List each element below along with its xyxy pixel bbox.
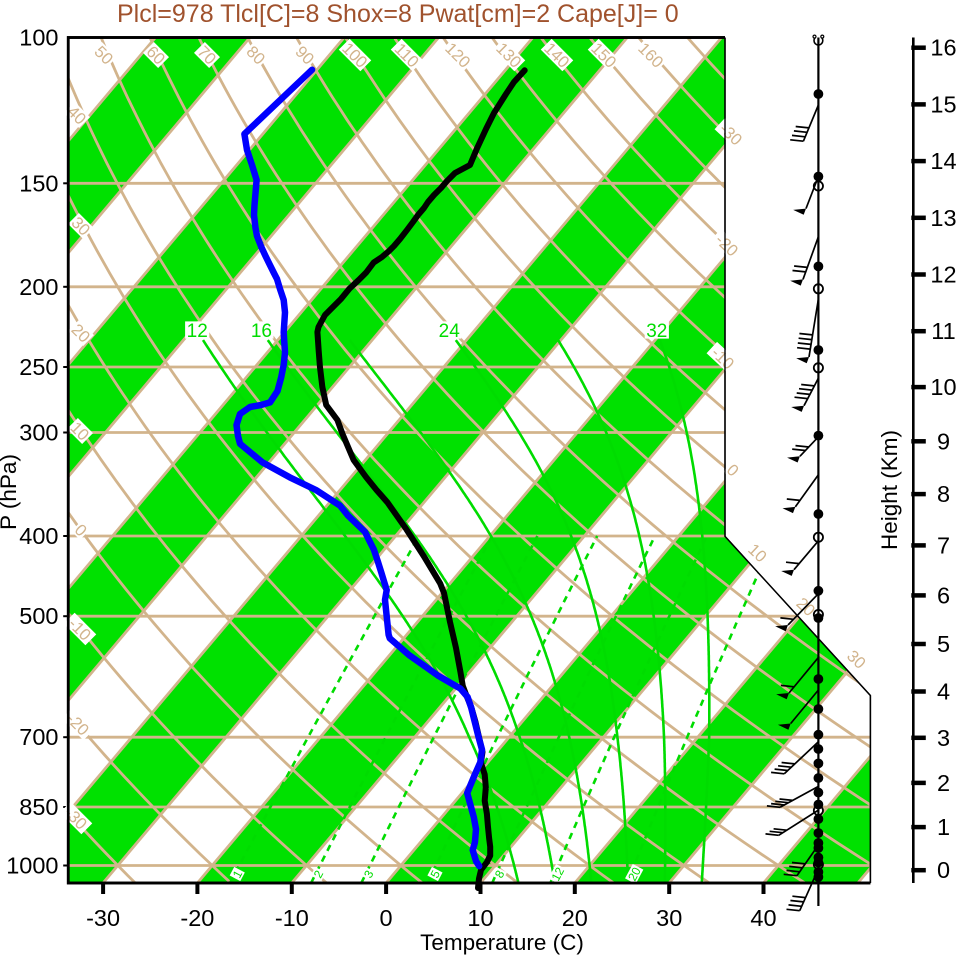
svg-text:32: 32	[646, 321, 667, 342]
svg-text:6: 6	[937, 582, 950, 608]
svg-text:1: 1	[937, 814, 950, 840]
svg-text:Height (Km): Height (Km)	[877, 430, 902, 550]
svg-text:40: 40	[750, 905, 776, 931]
svg-text:300: 300	[19, 420, 58, 446]
svg-text:20: 20	[562, 905, 588, 931]
svg-text:11: 11	[931, 318, 955, 344]
svg-text:0: 0	[937, 857, 950, 883]
svg-text:12: 12	[187, 321, 208, 342]
svg-text:10: 10	[930, 374, 956, 400]
svg-text:Plcl=978 Tlcl[C]=8 Shox=8 Pwat: Plcl=978 Tlcl[C]=8 Shox=8 Pwat[cm]=2 Cap…	[117, 0, 679, 28]
svg-text:4: 4	[937, 679, 950, 705]
svg-text:5: 5	[937, 631, 950, 657]
svg-text:-20: -20	[180, 905, 214, 931]
svg-text:0: 0	[380, 905, 393, 931]
svg-text:3: 3	[937, 725, 950, 751]
svg-text:7: 7	[937, 532, 950, 558]
svg-text:8: 8	[937, 481, 950, 507]
svg-text:30: 30	[656, 905, 682, 931]
svg-text:9: 9	[937, 428, 950, 454]
svg-text:24: 24	[439, 321, 461, 342]
svg-text:400: 400	[19, 523, 58, 549]
svg-text:500: 500	[19, 603, 58, 629]
svg-text:10: 10	[467, 905, 493, 931]
svg-text:16: 16	[251, 321, 272, 342]
svg-text:100: 100	[19, 25, 58, 51]
svg-text:15: 15	[930, 91, 956, 117]
svg-text:14: 14	[930, 148, 956, 174]
svg-text:Temperature (C): Temperature (C)	[420, 930, 584, 955]
svg-text:2: 2	[937, 770, 950, 796]
svg-text:12: 12	[930, 262, 956, 288]
svg-text:150: 150	[19, 170, 58, 196]
svg-text:200: 200	[19, 274, 58, 300]
svg-text:-30: -30	[86, 905, 120, 931]
svg-text:-10: -10	[275, 905, 309, 931]
svg-text:13: 13	[930, 205, 956, 231]
svg-text:16: 16	[930, 35, 956, 61]
svg-text:850: 850	[19, 794, 58, 820]
svg-text:P (hPa): P (hPa)	[0, 454, 21, 530]
svg-text:700: 700	[19, 724, 58, 750]
svg-text:250: 250	[19, 354, 58, 380]
svg-text:1000: 1000	[6, 853, 58, 879]
